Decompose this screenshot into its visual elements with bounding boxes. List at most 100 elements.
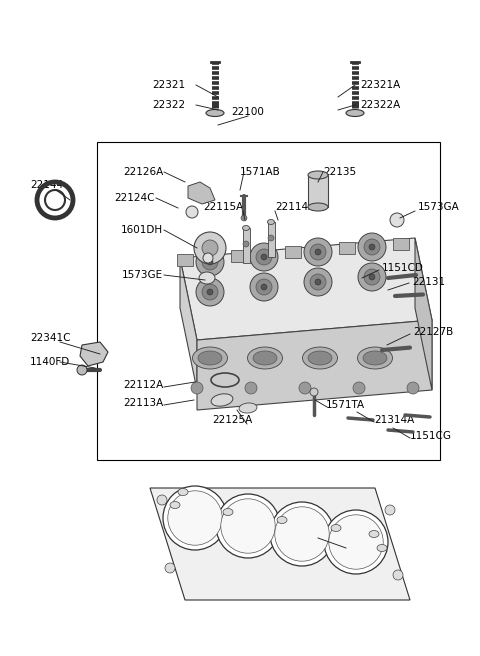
Ellipse shape: [170, 501, 180, 508]
Circle shape: [165, 563, 175, 573]
Ellipse shape: [168, 491, 222, 545]
Text: 1140FD: 1140FD: [30, 357, 70, 367]
Text: 22321: 22321: [152, 80, 185, 90]
Circle shape: [203, 253, 213, 263]
Polygon shape: [180, 238, 432, 340]
Circle shape: [261, 254, 267, 260]
Circle shape: [207, 289, 213, 295]
Circle shape: [241, 215, 247, 221]
Ellipse shape: [329, 515, 383, 569]
Circle shape: [196, 278, 224, 306]
Text: 22125A: 22125A: [212, 415, 252, 425]
Circle shape: [250, 273, 278, 301]
Text: 22322: 22322: [152, 100, 185, 110]
Circle shape: [364, 239, 380, 255]
Ellipse shape: [377, 544, 387, 552]
Text: 22100: 22100: [231, 107, 264, 117]
Ellipse shape: [192, 347, 228, 369]
Ellipse shape: [369, 531, 379, 537]
Circle shape: [157, 495, 167, 505]
Circle shape: [310, 244, 326, 260]
Circle shape: [393, 570, 403, 580]
Circle shape: [191, 382, 203, 394]
Circle shape: [207, 259, 213, 265]
Text: 22131: 22131: [412, 277, 445, 287]
Ellipse shape: [363, 351, 387, 365]
Text: 22341C: 22341C: [30, 333, 71, 343]
Circle shape: [358, 233, 386, 261]
Ellipse shape: [198, 351, 222, 365]
Circle shape: [45, 190, 65, 210]
Polygon shape: [188, 182, 215, 204]
Ellipse shape: [242, 226, 250, 230]
Bar: [393, 238, 409, 250]
Polygon shape: [197, 320, 432, 410]
Text: 22124C: 22124C: [115, 193, 155, 203]
Ellipse shape: [324, 510, 388, 574]
Text: 22135: 22135: [323, 167, 356, 177]
Ellipse shape: [206, 110, 224, 117]
Ellipse shape: [211, 394, 233, 406]
Circle shape: [310, 388, 318, 396]
Circle shape: [364, 269, 380, 285]
Ellipse shape: [308, 171, 328, 179]
Text: 22113A: 22113A: [123, 398, 163, 408]
Circle shape: [299, 382, 311, 394]
Circle shape: [407, 382, 419, 394]
Ellipse shape: [270, 502, 334, 566]
Text: 22322A: 22322A: [360, 100, 400, 110]
Circle shape: [310, 274, 326, 290]
Circle shape: [315, 279, 321, 285]
Circle shape: [202, 284, 218, 300]
Text: 22321A: 22321A: [360, 80, 400, 90]
Circle shape: [196, 248, 224, 276]
Circle shape: [202, 254, 218, 270]
Bar: [339, 242, 355, 254]
Bar: [243, 228, 250, 263]
Ellipse shape: [331, 525, 341, 531]
Text: 1601DH: 1601DH: [121, 225, 163, 235]
Text: 22127B: 22127B: [413, 327, 453, 337]
Bar: [268, 222, 275, 257]
Ellipse shape: [253, 351, 277, 365]
Text: 22115A: 22115A: [203, 202, 243, 212]
Polygon shape: [150, 488, 410, 600]
Circle shape: [385, 505, 395, 515]
Circle shape: [194, 232, 226, 264]
Polygon shape: [180, 258, 197, 390]
Ellipse shape: [308, 351, 332, 365]
Polygon shape: [415, 238, 432, 390]
Bar: [231, 250, 247, 262]
Text: 1571AB: 1571AB: [240, 167, 281, 177]
Circle shape: [268, 235, 274, 241]
Circle shape: [186, 206, 198, 218]
Ellipse shape: [221, 499, 275, 553]
Text: 22112A: 22112A: [123, 380, 163, 390]
Circle shape: [358, 263, 386, 291]
Ellipse shape: [216, 494, 280, 558]
Circle shape: [353, 382, 365, 394]
Text: 1571TA: 1571TA: [326, 400, 365, 410]
Circle shape: [304, 268, 332, 296]
Ellipse shape: [199, 272, 215, 284]
Text: 22311: 22311: [346, 543, 379, 553]
Ellipse shape: [275, 507, 329, 561]
Bar: [177, 254, 193, 266]
Ellipse shape: [239, 403, 257, 413]
Circle shape: [256, 279, 272, 295]
Circle shape: [304, 238, 332, 266]
Text: 22114A: 22114A: [275, 202, 315, 212]
Circle shape: [245, 382, 257, 394]
Text: 1573GE: 1573GE: [122, 270, 163, 280]
Bar: [308, 175, 328, 207]
Bar: [97, 142, 440, 460]
Circle shape: [369, 274, 375, 280]
Text: 1151CG: 1151CG: [410, 431, 452, 441]
Ellipse shape: [163, 486, 227, 550]
Bar: [285, 246, 301, 258]
Ellipse shape: [267, 220, 275, 224]
Circle shape: [202, 240, 218, 256]
Ellipse shape: [277, 516, 287, 523]
Ellipse shape: [248, 347, 283, 369]
Circle shape: [256, 249, 272, 265]
